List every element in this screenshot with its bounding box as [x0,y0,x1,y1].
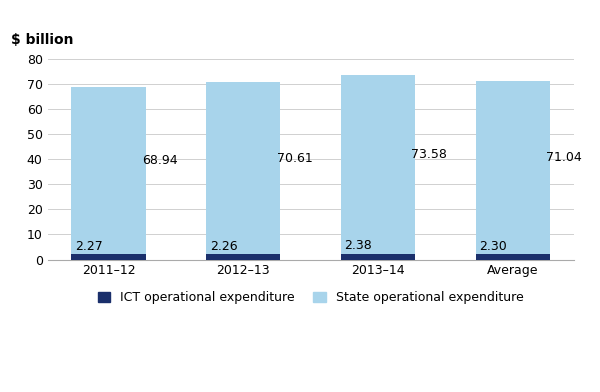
Bar [341,75,415,260]
Bar [341,254,415,260]
Text: 68.94: 68.94 [142,154,178,167]
Text: 2.38: 2.38 [344,239,373,252]
Bar [206,254,280,260]
Text: 2.30: 2.30 [479,240,507,252]
Bar [71,87,146,260]
Bar [71,254,146,260]
Bar [476,254,550,260]
Bar [206,82,280,260]
Legend: ICT operational expenditure, State operational expenditure: ICT operational expenditure, State opera… [92,287,529,309]
Bar [476,82,550,260]
Text: $ billion: $ billion [11,33,73,47]
Text: 2.27: 2.27 [75,240,103,252]
Text: 73.58: 73.58 [412,148,447,161]
Text: 70.61: 70.61 [277,152,313,165]
Text: 2.26: 2.26 [210,240,238,252]
Text: 71.04: 71.04 [546,151,582,164]
